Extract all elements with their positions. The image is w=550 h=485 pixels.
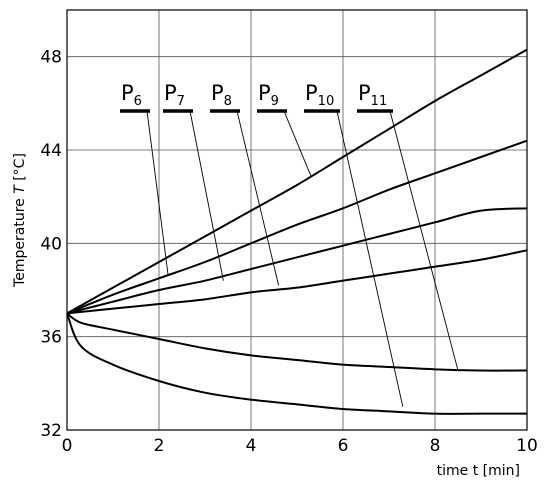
series-line-p11 xyxy=(66,312,527,415)
y-axis-label-variable: T xyxy=(12,184,28,194)
y-tick-label-48: 48 xyxy=(40,48,62,68)
x-tick-label-0: 0 xyxy=(62,436,73,456)
y-axis-label-unit: [°C] xyxy=(12,153,28,185)
series-line-p6 xyxy=(66,48,528,315)
label-leader-lines xyxy=(146,110,459,407)
series-label-p11: P11 xyxy=(358,81,387,109)
y-tick-labels: 32 36 40 44 48 xyxy=(40,48,62,441)
plot-area xyxy=(67,10,527,430)
y-tick-label-40: 40 xyxy=(40,234,62,254)
series-label-p9: P9 xyxy=(258,81,279,109)
plot-frame xyxy=(66,9,528,431)
y-axis-label: Temperature T [°C] xyxy=(12,153,28,288)
series-label-p7: P7 xyxy=(164,81,185,109)
x-tick-label-2: 2 xyxy=(154,436,165,456)
leader-line-p9 xyxy=(283,110,312,176)
series-line-p10 xyxy=(66,312,528,372)
leader-line-p7 xyxy=(189,110,224,281)
y-tick-label-44: 44 xyxy=(40,141,62,161)
series-label-p6: P6 xyxy=(121,81,142,109)
series-labels: P6 P7 P8 P9 P10 P11 xyxy=(120,81,393,113)
series-line-p8 xyxy=(66,207,528,315)
x-axis-label: time t [min] xyxy=(437,463,520,479)
x-tick-label-6: 6 xyxy=(338,436,349,456)
leader-line-p6 xyxy=(146,110,169,277)
series-label-p8: P8 xyxy=(211,81,232,109)
series-line-p9 xyxy=(66,249,528,315)
y-axis-label-prefix: Temperature xyxy=(12,194,28,288)
y-tick-label-32: 32 xyxy=(40,421,62,441)
x-tick-label-10: 10 xyxy=(516,436,538,456)
series-label-p10: P10 xyxy=(305,81,334,109)
leader-line-p8 xyxy=(236,110,280,286)
series-line-p7 xyxy=(66,139,528,315)
leader-line-p11 xyxy=(389,110,459,371)
y-tick-label-36: 36 xyxy=(40,328,62,348)
series-curves xyxy=(66,48,528,415)
x-tick-labels: 0 2 4 6 8 10 xyxy=(62,436,538,456)
x-tick-label-4: 4 xyxy=(246,436,257,456)
x-tick-label-8: 8 xyxy=(430,436,441,456)
leader-line-p10 xyxy=(336,110,404,407)
